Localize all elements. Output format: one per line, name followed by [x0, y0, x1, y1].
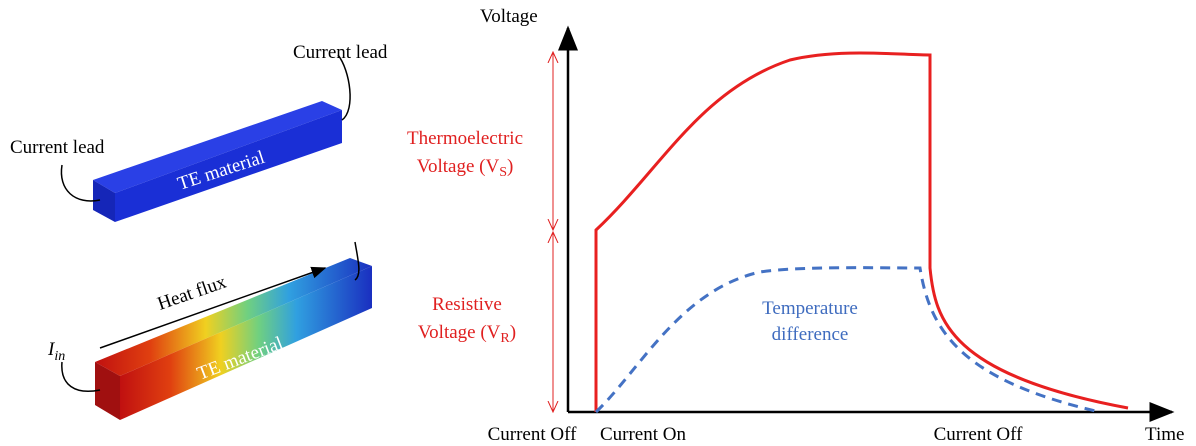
label: Temperature: [762, 298, 858, 319]
label: Voltage (VS): [417, 156, 514, 180]
plot: Voltage Time Thermoelectric Voltage (VS)…: [407, 6, 1184, 445]
label: Voltage (VR): [418, 322, 516, 346]
label: Heat flux: [155, 272, 230, 315]
label: Current lead: [293, 42, 388, 63]
x-label: Current Off: [488, 424, 577, 445]
label: Iin: [47, 339, 65, 364]
label: Thermoelectric: [407, 128, 523, 149]
axis-label: Time: [1145, 424, 1184, 445]
top-bar: Current lead Current lead TE material: [10, 42, 388, 222]
label: Current lead: [10, 137, 105, 158]
voltage-curve: [594, 51, 1129, 412]
axis-label: Voltage: [480, 6, 538, 27]
temperature-curve: [594, 266, 1101, 414]
bottom-bar: Heat flux TE material Iin: [47, 241, 372, 420]
label: difference: [772, 324, 849, 345]
x-label: Current Off: [934, 424, 1023, 445]
x-label: Current On: [600, 424, 687, 445]
label: Resistive: [432, 294, 502, 315]
